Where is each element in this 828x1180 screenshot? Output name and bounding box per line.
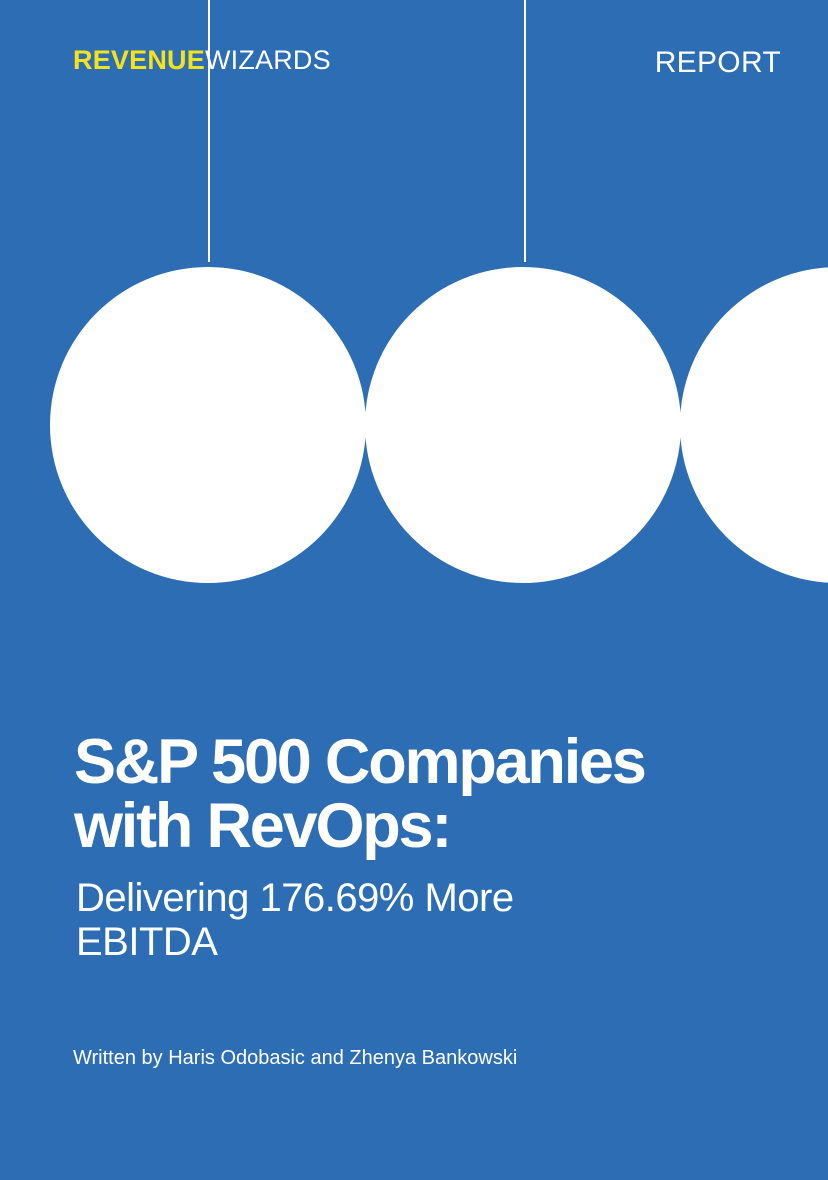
report-title-line-1: S&P 500 Companies	[74, 727, 647, 797]
hanging-line-left	[208, 0, 210, 262]
report-title-line-2: with RevOps:	[74, 791, 452, 861]
report-subtitle-line-1: Delivering 176.69% More	[76, 876, 514, 920]
decorative-circle-left	[50, 267, 366, 583]
report-subtitle-line-2: EBITDA	[76, 920, 218, 964]
hanging-line-middle	[524, 0, 526, 262]
decorative-circle-middle	[365, 267, 681, 583]
document-type-label: REPORT	[654, 46, 781, 79]
report-title: S&P 500 Companies with RevOps:	[74, 730, 804, 858]
decorative-circle-right	[680, 267, 828, 583]
logo-text-revenue: REVENUE	[73, 45, 205, 75]
author-byline: Written by Haris Odobasic and Zhenya Ban…	[73, 1047, 518, 1069]
report-subtitle: Delivering 176.69% More EBITDA	[76, 876, 696, 964]
revenue-wizards-logo: REVENUEWIZARDS	[73, 44, 331, 76]
logo-text-wizards: WIZARDS	[204, 45, 331, 75]
